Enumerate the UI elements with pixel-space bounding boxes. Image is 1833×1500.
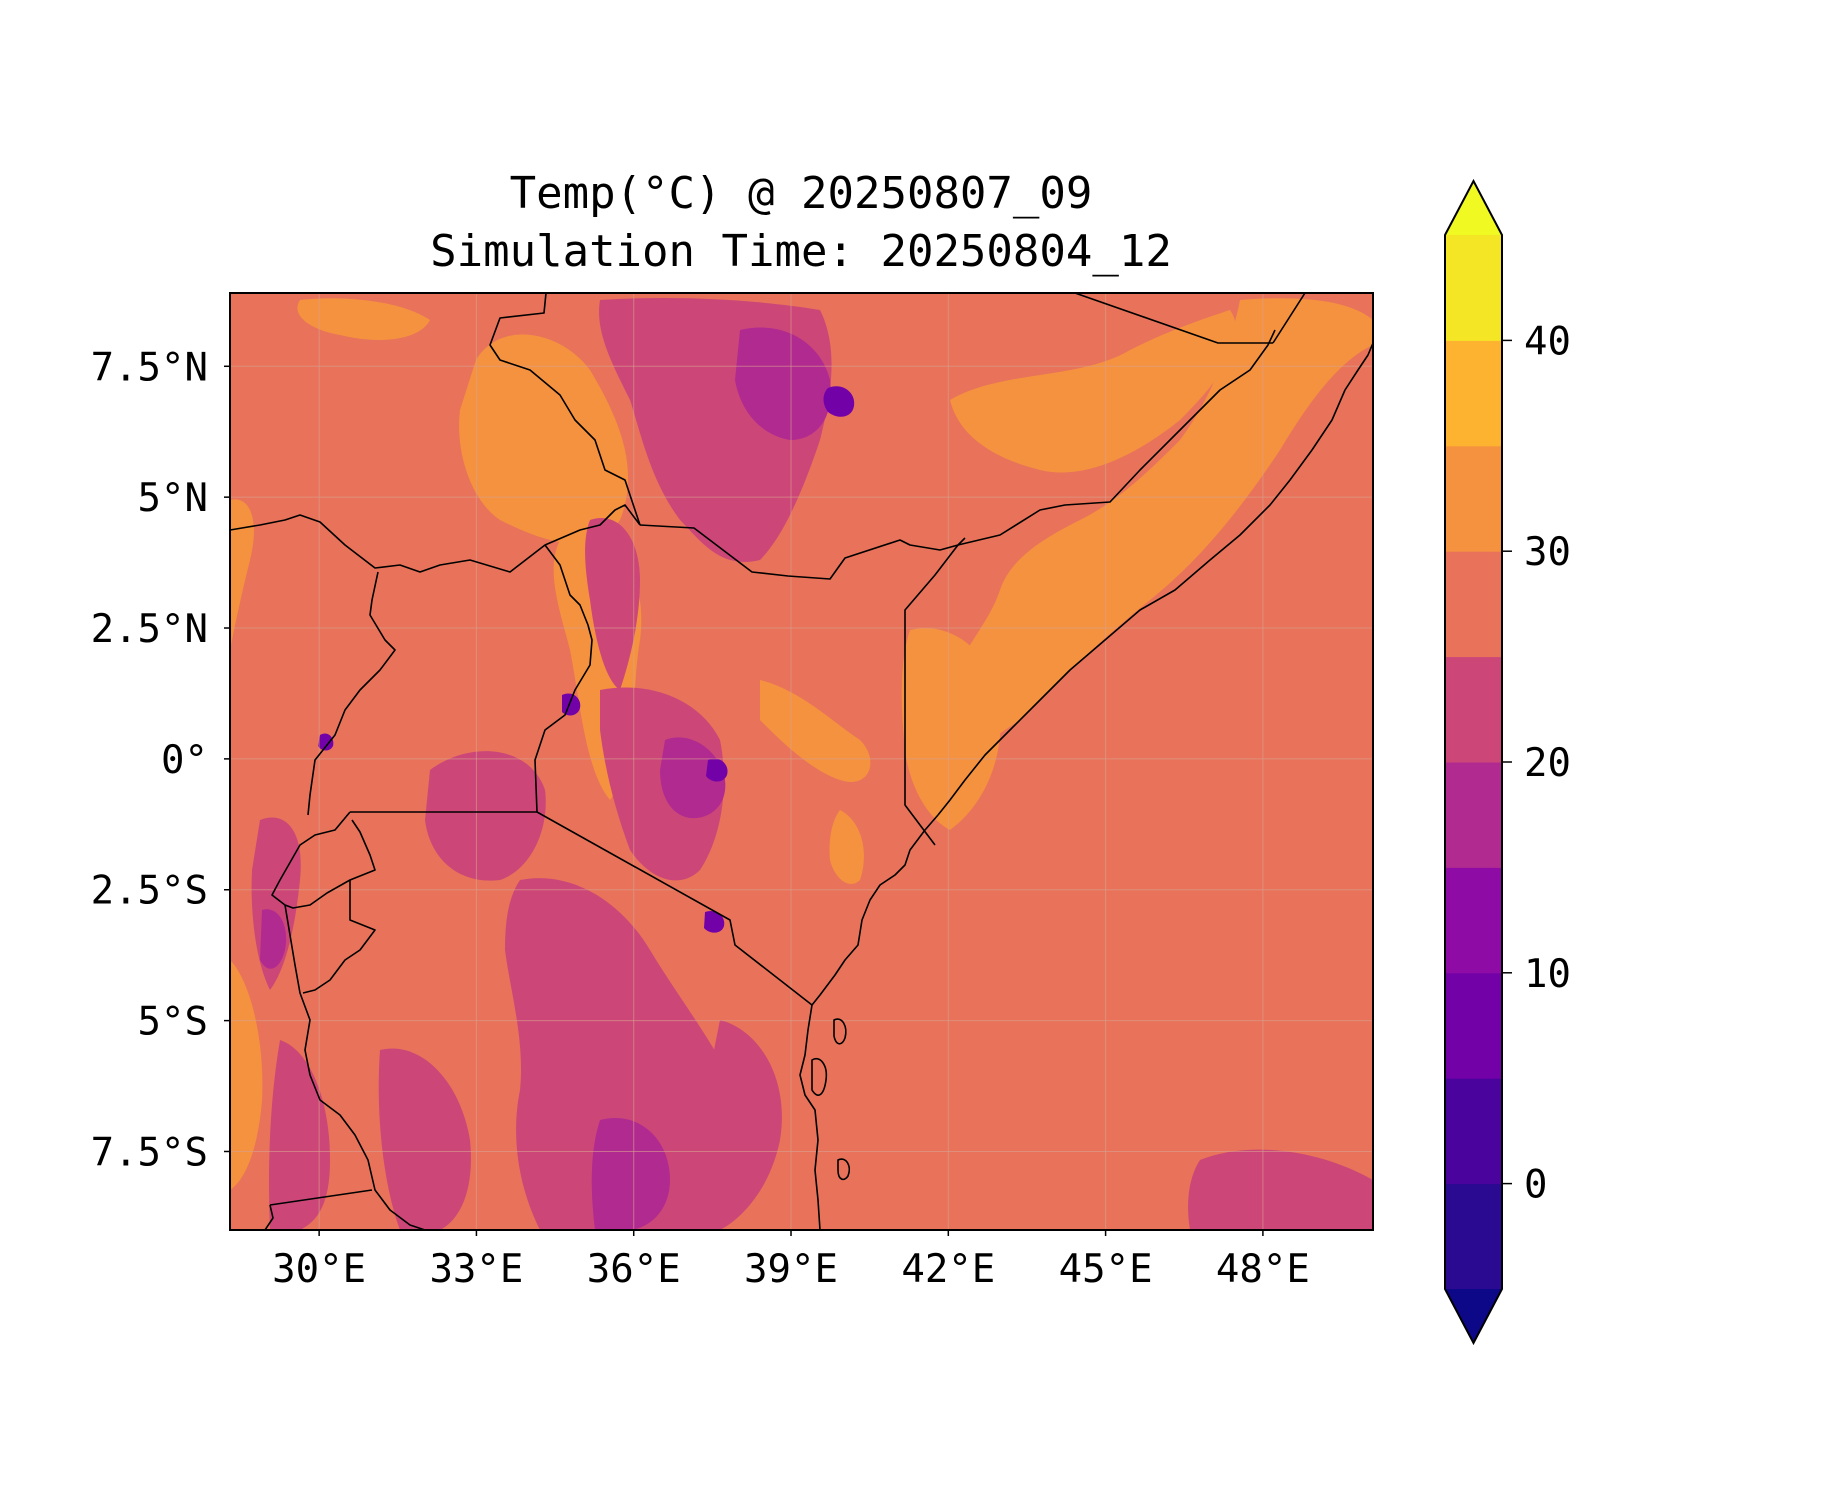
- map-frame: [229, 292, 1374, 1231]
- title-line-1: Temp(°C) @ 20250807_09: [510, 168, 1093, 219]
- y-tick-label: 2.5°N: [91, 607, 208, 652]
- zambia-west: [264, 1204, 274, 1230]
- cold-patch-west: [260, 909, 287, 969]
- colorbar-tick-label: 30: [1524, 530, 1571, 575]
- colorbar-cells: [1445, 235, 1502, 1290]
- y-tick-label: 5°S: [138, 1000, 208, 1045]
- y-tick-label: 5°N: [138, 476, 208, 521]
- colorbar-cell: [1445, 1183, 1502, 1290]
- x-tick-label: 39°E: [744, 1247, 838, 1292]
- warm-region-kenya-east: [760, 680, 871, 782]
- cool-region-southeast: [1188, 1149, 1373, 1230]
- title-line-2: Simulation Time: 20250804_12: [430, 226, 1172, 277]
- cool-region-tanzania: [505, 878, 743, 1230]
- colorbar-cell: [1445, 551, 1502, 658]
- somalia-djibouti-north: [1272, 293, 1306, 344]
- sudan-ethiopia-border: [489, 293, 641, 526]
- colorbar-tick-label: 20: [1524, 741, 1571, 786]
- x-axis-ticks: 30°E 33°E 36°E 39°E 42°E 45°E 48°E: [272, 1230, 1310, 1292]
- y-axis-ticks: 7.5°N 5°N 2.5°N 0° 2.5°S 5°S 7.5°S: [91, 345, 230, 1175]
- warm-region-southwest: [230, 960, 263, 1190]
- ethiopia-somaliland-border: [1074, 293, 1273, 344]
- colorbar-cell: [1445, 235, 1502, 341]
- colorbar-ticks: 0 10 20 30 40: [1502, 319, 1571, 1208]
- gridlines: [230, 293, 1373, 1230]
- warm-region-tanzania-coast: [829, 810, 864, 884]
- colorbar-cell: [1445, 972, 1502, 1079]
- cold-patch-tanzania: [591, 1118, 670, 1230]
- temperature-field: [230, 298, 1373, 1230]
- colorbar-under-triangle: [1445, 1289, 1502, 1343]
- ethiopia-kenya-border: [639, 524, 966, 580]
- borders-and-coastlines: [230, 293, 1373, 1230]
- colorbar-tick-label: 10: [1524, 952, 1571, 997]
- cold-patch-kenya-highlands: [660, 737, 726, 819]
- mafia-island: [837, 1158, 851, 1181]
- warm-region-west: [230, 499, 254, 650]
- warm-region-north-strip: [297, 298, 430, 340]
- rwanda-burundi-border: [271, 811, 376, 909]
- warm-region-somalia-north: [950, 310, 1237, 473]
- colorbar-cell: [1445, 340, 1502, 447]
- warm-region-somalia-coast: [929, 298, 1373, 780]
- very-cold-ethiopia: [823, 386, 855, 417]
- uganda-west-border: [307, 571, 396, 816]
- pemba-island: [833, 1018, 847, 1045]
- colorbar-tick-label: 40: [1524, 319, 1571, 364]
- cool-region-rift-north: [585, 518, 640, 690]
- warm-region-sudan: [459, 334, 629, 544]
- somalia-coastline: [937, 342, 1373, 816]
- x-tick-label: 36°E: [587, 1247, 681, 1292]
- kenya-somalia-border: [904, 544, 959, 846]
- y-tick-label: 0°: [161, 738, 208, 783]
- very-cold-rwenzori: [318, 733, 334, 751]
- x-tick-label: 45°E: [1059, 1247, 1153, 1292]
- cool-region-tanzania-south: [700, 1020, 782, 1230]
- zambia-tanzania-border: [269, 1189, 373, 1206]
- y-tick-label: 2.5°S: [91, 869, 208, 914]
- colorbar-tick-label: 0: [1524, 1163, 1547, 1208]
- very-cold-kilimanjaro: [704, 910, 725, 933]
- x-tick-label: 30°E: [272, 1247, 366, 1292]
- map-panel: 30°E 33°E 36°E 39°E 42°E 45°E 48°E 7.5°N 5°N 2.5…: [91, 292, 1374, 1292]
- cold-patch-ethiopia: [735, 327, 831, 440]
- colorbar-outline: [1444, 178, 1503, 1346]
- kenya-tanzania-coastline: [799, 814, 939, 1230]
- y-tick-label: 7.5°S: [91, 1130, 208, 1175]
- colorbar-cell: [1445, 1078, 1502, 1185]
- cool-region-uganda: [425, 751, 546, 881]
- kenya-tanzania-border: [536, 811, 813, 1006]
- south-sudan-uganda-border: [230, 504, 641, 573]
- very-cold-mt-kenya: [706, 758, 728, 782]
- ethiopia-somalia-border: [957, 329, 1276, 546]
- colorbar-cell: [1445, 656, 1502, 763]
- lake-tanganyika-shore: [284, 904, 426, 1230]
- zanzibar-island: [811, 1058, 828, 1096]
- colorbar-cell: [1445, 445, 1502, 552]
- cool-region-tanzania-central: [378, 1048, 471, 1230]
- x-tick-label: 42°E: [901, 1247, 995, 1292]
- warm-region-jubbaland: [901, 628, 1001, 830]
- x-tick-label: 33°E: [429, 1247, 523, 1292]
- colorbar: 0 10 20 30 40: [1444, 178, 1571, 1346]
- uganda-kenya-border: [534, 544, 593, 813]
- colorbar-cell: [1445, 867, 1502, 974]
- burundi-tanzania-border: [302, 880, 376, 994]
- colorbar-cell: [1445, 762, 1502, 868]
- x-tick-label: 48°E: [1216, 1247, 1310, 1292]
- y-tick-label: 7.5°N: [91, 345, 208, 390]
- colorbar-over-triangle: [1445, 181, 1502, 235]
